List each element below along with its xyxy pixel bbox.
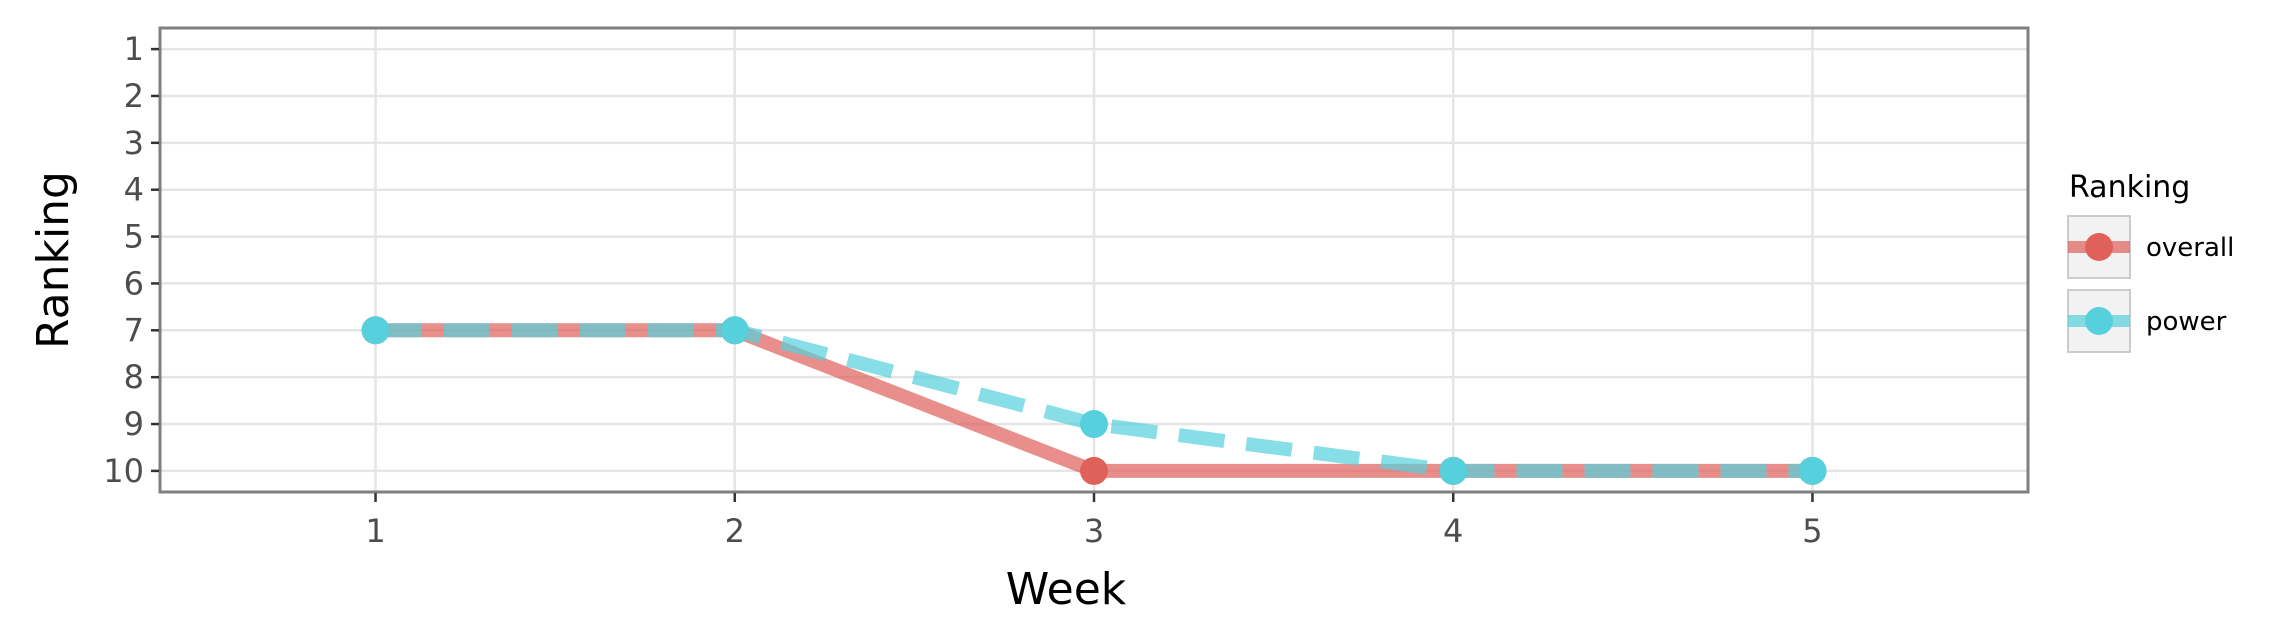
y-tick-label: 4 — [124, 171, 144, 209]
y-tick-label: 7 — [124, 311, 144, 349]
data-point-power — [1798, 456, 1827, 485]
legend-marker-overall — [2085, 233, 2113, 261]
legend-marker-power — [2085, 307, 2113, 335]
y-tick-label: 8 — [124, 358, 144, 396]
data-point-power — [1439, 456, 1468, 485]
plot-border — [158, 26, 2030, 494]
y-axis-title: Ranking — [28, 171, 79, 349]
data-point-power — [1080, 410, 1108, 439]
x-tick-label: 5 — [1802, 512, 1822, 550]
legend: Ranking overall power — [2067, 170, 2234, 353]
y-tick-label: 3 — [124, 124, 144, 162]
data-point-power — [720, 316, 749, 345]
legend-title: Ranking — [2069, 170, 2190, 205]
data-point-overall — [1080, 456, 1108, 485]
y-tick-label: 5 — [124, 218, 144, 256]
y-tick-label: 2 — [124, 77, 144, 115]
x-tick-label: 4 — [1443, 512, 1463, 550]
x-tick-label: 2 — [725, 512, 745, 550]
y-tick-label: 6 — [124, 264, 144, 302]
y-tick-label: 9 — [124, 405, 144, 443]
series-line-power — [375, 323, 1813, 478]
data-point-power — [361, 316, 390, 345]
series-points — [361, 316, 1827, 485]
x-axis-title: Week — [1006, 564, 1127, 615]
y-tick-label: 10 — [103, 452, 144, 490]
x-axis-ticks: 1 2 3 4 5 — [365, 493, 1823, 550]
legend-label-overall: overall — [2146, 233, 2234, 263]
y-tick-label: 1 — [124, 30, 144, 68]
y-axis-ticks: 1 2 3 4 5 6 7 8 9 10 — [103, 30, 159, 490]
legend-label-power: power — [2146, 307, 2227, 337]
x-tick-label: 1 — [365, 512, 385, 550]
x-tick-label: 3 — [1084, 512, 1104, 550]
